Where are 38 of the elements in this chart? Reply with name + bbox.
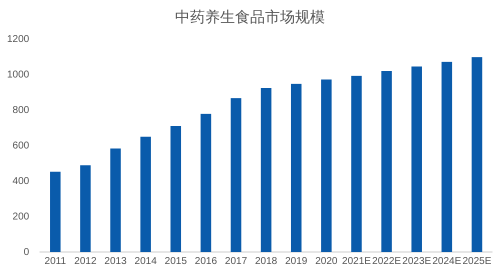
bar — [230, 98, 242, 252]
bar — [200, 114, 212, 252]
bar — [170, 126, 182, 252]
y-tick-label: 1000 — [6, 69, 30, 80]
x-tick-label: 2019 — [285, 256, 308, 267]
y-tick-label: 0 — [24, 246, 30, 258]
x-tick-label: 2014 — [134, 256, 158, 267]
bar — [80, 165, 91, 252]
x-tick-label: 2016 — [194, 256, 218, 267]
bar — [50, 172, 61, 252]
bar — [411, 66, 422, 252]
chart-title: 中药养生食品市场规模 — [174, 8, 326, 27]
bar — [442, 62, 452, 252]
y-tick-label: 800 — [12, 104, 30, 116]
x-tick-label: 2025E — [462, 256, 492, 267]
y-tick-label: 600 — [12, 140, 30, 152]
x-tick-label: 2021E — [342, 256, 372, 267]
y-tick-label: 400 — [12, 176, 30, 187]
x-tick-label: 2018 — [255, 256, 278, 267]
x-tick-label: 2015 — [164, 256, 188, 267]
bar — [290, 84, 302, 252]
bar — [381, 70, 392, 252]
bar — [110, 148, 121, 252]
x-tick-label: 2013 — [104, 256, 128, 267]
x-tick-label: 2020 — [315, 256, 338, 267]
x-tick-label: 2017 — [224, 256, 248, 267]
x-tick-label: 2023E — [402, 256, 432, 267]
bar — [472, 57, 482, 252]
x-tick-label: 2022E — [372, 256, 402, 267]
bar — [351, 76, 362, 252]
bar — [260, 88, 272, 252]
bar — [140, 136, 151, 252]
x-tick-label: 2024E — [432, 256, 462, 267]
y-tick-label: 200 — [12, 211, 30, 222]
x-tick-label: 2012 — [74, 256, 97, 267]
x-tick-label: 2011 — [44, 256, 66, 267]
y-tick-label: 1200 — [6, 34, 30, 45]
bar — [321, 79, 332, 252]
